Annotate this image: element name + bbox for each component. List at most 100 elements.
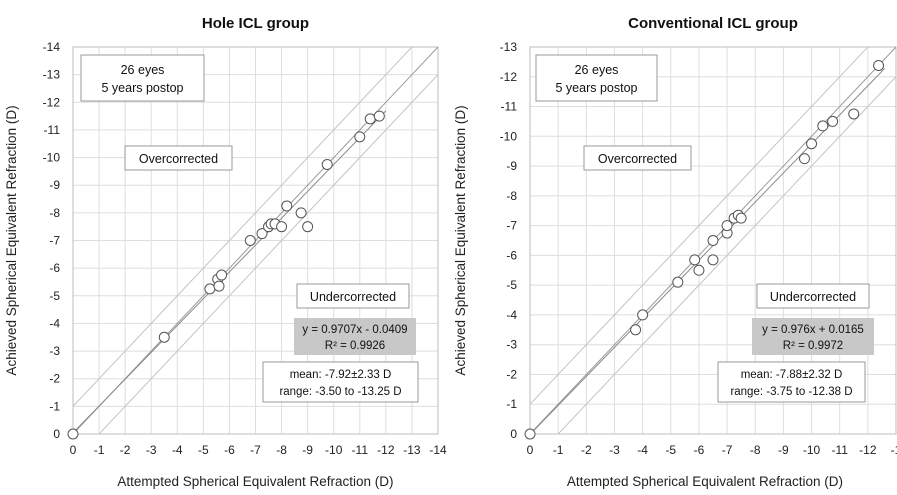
x-tick-label: -12 [377, 443, 395, 457]
data-point [204, 283, 216, 295]
y-tick-label: -2 [506, 367, 517, 381]
y-tick-label: -12 [43, 95, 61, 109]
info-eyes: 26 eyes [121, 63, 165, 77]
x-tick-label: -5 [665, 443, 676, 457]
y-axis-label: Achieved Spherical Equivalent Refraction… [4, 105, 19, 375]
data-point [672, 276, 684, 288]
undercorrected-label: Undercorrected [310, 290, 396, 304]
data-point [630, 324, 642, 336]
stats-range: range: -3.75 to -12.38 D [730, 386, 852, 398]
y-tick-label: -1 [506, 397, 517, 411]
x-tick-label: -1 [553, 443, 564, 457]
chart-title: Hole ICL group [202, 15, 309, 32]
data-point [689, 254, 701, 266]
data-point [354, 131, 366, 143]
data-point [364, 113, 376, 125]
chart-title: Conventional ICL group [628, 15, 798, 32]
data-point [67, 428, 79, 440]
undercorrected-box [756, 283, 870, 309]
x-tick-label: -4 [172, 443, 183, 457]
overcorrected-box [124, 145, 233, 171]
y-tick-label: -6 [49, 261, 60, 275]
data-point [848, 108, 860, 120]
y-tick-label: 0 [53, 427, 60, 441]
y-tick-label: -5 [506, 278, 517, 292]
x-tick-label: -8 [750, 443, 761, 457]
y-tick-label: -8 [49, 206, 60, 220]
x-tick-label: -11 [352, 443, 369, 457]
y-tick-label: -10 [500, 129, 518, 143]
overcorrected-box [583, 145, 692, 171]
x-axis-label: Attempted Spherical Equivalent Refractio… [117, 474, 393, 489]
y-tick-label: -14 [43, 40, 61, 54]
x-tick-label: 0 [527, 443, 534, 457]
y-tick-label: -7 [49, 234, 60, 248]
x-tick-label: -1 [94, 443, 105, 457]
data-point [216, 269, 228, 281]
data-point [302, 221, 314, 233]
y-tick-label: -3 [49, 344, 60, 358]
y-tick-label: 0 [510, 427, 517, 441]
undercorrected-label: Undercorrected [770, 290, 856, 304]
x-tick-label: -5 [198, 443, 209, 457]
x-tick-label: -14 [429, 443, 447, 457]
x-tick-label: -7 [722, 443, 733, 457]
y-tick-label: -12 [500, 70, 518, 84]
data-point [321, 158, 333, 170]
y-tick-label: -10 [43, 151, 61, 165]
info-followup: 5 years postop [556, 81, 638, 95]
data-point [276, 221, 288, 233]
plus-one-diopter-line [530, 47, 869, 405]
reference-lines [73, 47, 438, 434]
y-tick-label: -2 [49, 372, 60, 386]
stats-box [262, 361, 419, 403]
x-tick-label: -10 [325, 443, 343, 457]
regression-equation: y = 0.976x + 0.0165 [762, 324, 864, 336]
y-tick-label: -11 [501, 100, 518, 114]
data-point [707, 254, 719, 266]
info-eyes: 26 eyes [575, 63, 619, 77]
regression-box [294, 318, 416, 355]
stats-mean: mean: -7.92±2.33 D [290, 369, 392, 381]
x-tick-label: -4 [637, 443, 648, 457]
x-tick-label: -6 [694, 443, 705, 457]
regression-r2: R² = 0.9972 [783, 340, 843, 352]
x-tick-label: -6 [224, 443, 235, 457]
chart-panel-hole-icl: Hole ICL group 0 -1 -2 -3 -4 -5 -6 -7 -8 -9 -10 -11-… [0, 0, 448, 495]
x-tick-label: -13 [403, 443, 421, 457]
data-point [721, 220, 733, 232]
data-point [213, 280, 225, 292]
regression-equation: y = 0.9707x - 0.0409 [302, 324, 407, 336]
overcorrected-label: Overcorrected [598, 152, 677, 166]
x-tick-label: -9 [778, 443, 789, 457]
y-tick-label: -3 [506, 338, 517, 352]
data-point [256, 228, 268, 240]
plot-frame [72, 46, 439, 435]
x-tick-label: -12 [859, 443, 877, 457]
data-point [158, 331, 170, 343]
data-point [735, 212, 747, 224]
data-point [281, 200, 293, 212]
y-axis-label: Achieved Spherical Equivalent Refraction… [453, 105, 468, 375]
data-point [799, 153, 810, 165]
x-tick-label: -10 [803, 443, 821, 457]
undercorrected-box [296, 283, 410, 309]
stats-mean: mean: -7.88±2.32 D [741, 369, 843, 381]
overcorrected-label: Overcorrected [139, 152, 218, 166]
data-point [806, 138, 818, 150]
y-tick-label: -4 [506, 308, 517, 322]
y-tick-label: -9 [49, 178, 60, 192]
x-tick-label: -3 [146, 443, 157, 457]
x-tick-label: -11 [831, 443, 848, 457]
data-points [67, 110, 385, 440]
y-tick-label: -13 [500, 40, 518, 54]
chart-panel-conventional-icl: Conventional ICL group 0 -1 -2 -3 -4 -5 -6 -7 -8 -… [449, 0, 897, 495]
stats-range: range: -3.50 to -13.25 D [279, 386, 401, 398]
x-tick-label: -8 [276, 443, 287, 457]
info-followup: 5 years postop [102, 81, 184, 95]
plus-one-diopter-line [73, 47, 413, 407]
data-point [693, 264, 705, 276]
x-tick-label: -7 [250, 443, 261, 457]
data-point [244, 235, 256, 246]
